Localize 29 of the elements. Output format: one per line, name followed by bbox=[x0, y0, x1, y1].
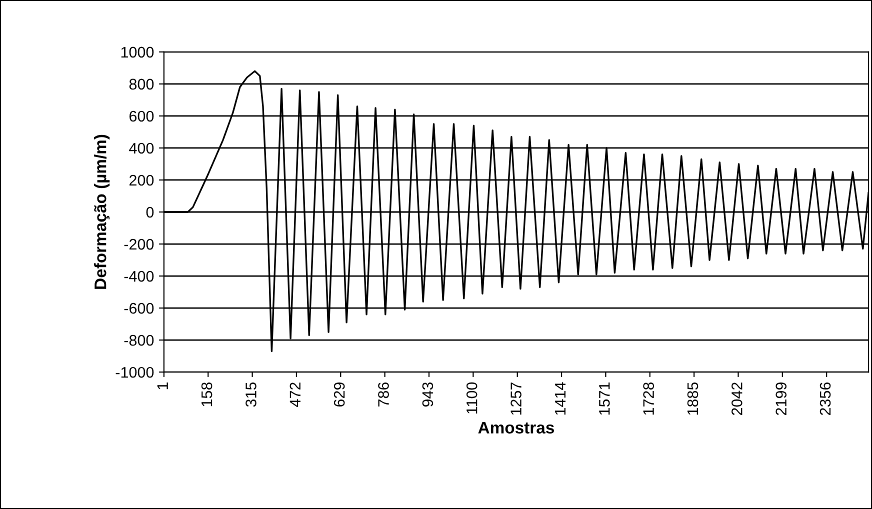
x-tick-label: 315 bbox=[246, 382, 256, 407]
x-tick-label: 2199 bbox=[776, 382, 787, 416]
x-tick-label: 1885 bbox=[687, 382, 698, 415]
x-tick-label: 158 bbox=[201, 382, 212, 406]
x-tick-label: 1 bbox=[157, 382, 168, 390]
x-axis-title: Amostras bbox=[478, 422, 554, 434]
y-tick-label: -600 bbox=[124, 302, 154, 314]
y-tick-label: -400 bbox=[124, 270, 154, 282]
x-tick-label: 786 bbox=[378, 382, 389, 407]
x-tick-label: 1414 bbox=[554, 382, 566, 415]
y-axis-title: Deformação (µm/m) bbox=[94, 134, 110, 289]
y-tick-label: -1000 bbox=[116, 366, 154, 378]
y-tick-label: 0 bbox=[146, 206, 154, 218]
y-tick-label: 400 bbox=[129, 142, 154, 154]
y-tick-label: 1000 bbox=[121, 46, 154, 58]
y-tick-label: -200 bbox=[124, 238, 154, 250]
x-tick-label: 1728 bbox=[643, 382, 654, 415]
x-tick-label: 1100 bbox=[466, 382, 478, 414]
x-tick-label: 1257 bbox=[510, 382, 522, 415]
x-tick-label: 629 bbox=[334, 382, 345, 407]
y-tick-label: 600 bbox=[130, 110, 154, 122]
y-tick-label: -800 bbox=[124, 334, 154, 346]
x-tick-label: 1571 bbox=[599, 382, 610, 415]
x-tick-label: 472 bbox=[290, 382, 300, 407]
x-tick-label: 2042 bbox=[732, 382, 742, 416]
x-tick-label: 2356 bbox=[820, 382, 831, 416]
y-tick-label: 200 bbox=[129, 174, 154, 186]
x-tick-label: 943 bbox=[422, 382, 434, 407]
y-tick-label: 800 bbox=[129, 78, 154, 90]
